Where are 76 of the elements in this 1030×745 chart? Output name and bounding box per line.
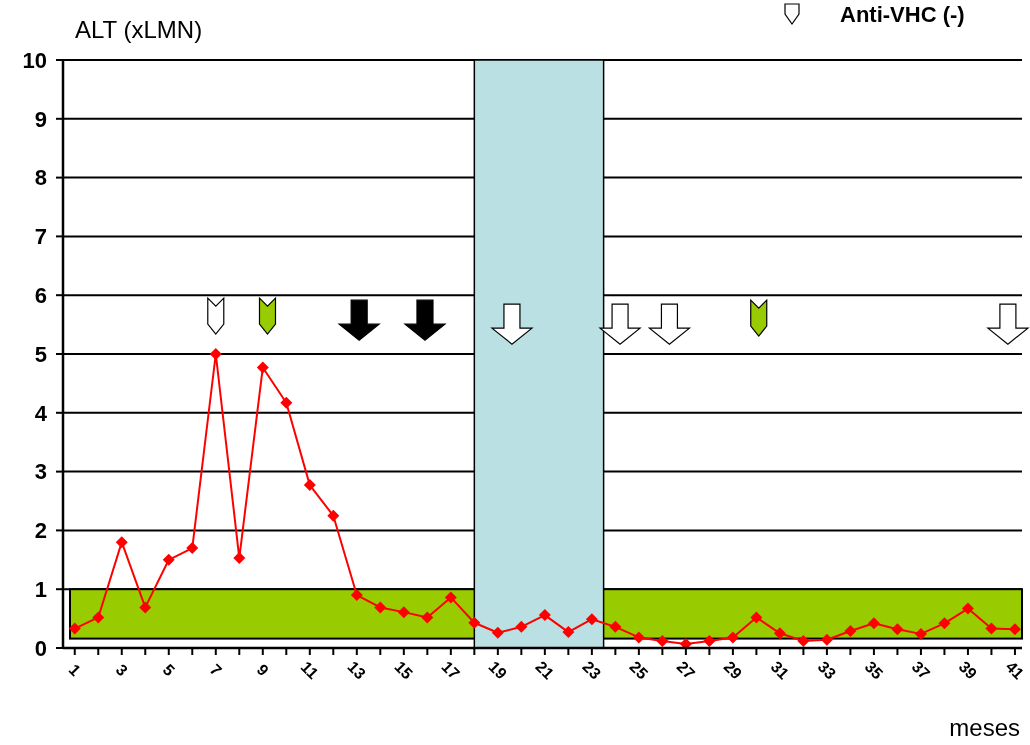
point	[773, 627, 786, 640]
point	[209, 348, 222, 360]
point	[256, 361, 269, 374]
x-tick-label: 9	[253, 660, 272, 680]
x-tick-label: 35	[861, 657, 887, 683]
point	[538, 609, 551, 622]
y-tick-label: 2	[34, 518, 47, 544]
point	[562, 626, 575, 639]
point	[867, 617, 880, 630]
point	[139, 601, 152, 614]
x-axis-title: meses	[949, 714, 1020, 741]
point	[914, 627, 927, 640]
point	[303, 479, 316, 492]
point	[280, 396, 293, 409]
x-tick-label: 31	[767, 657, 793, 683]
y-tick-label: 9	[34, 106, 47, 132]
y-tick-label: 0	[34, 635, 47, 661]
point	[656, 634, 669, 647]
point	[985, 622, 998, 635]
x-tick-label: 37	[908, 657, 934, 683]
point	[397, 606, 410, 619]
point	[961, 602, 974, 615]
x-tick-label: 29	[720, 657, 746, 683]
x-tick-label: 5	[159, 660, 178, 680]
y-tick-label: 10	[22, 47, 47, 73]
x-tick-label: 13	[344, 657, 370, 683]
point	[515, 620, 528, 633]
point	[162, 553, 175, 566]
point	[797, 634, 810, 647]
x-tick-label: 19	[485, 657, 511, 683]
point	[374, 601, 387, 614]
point	[820, 633, 833, 646]
y-tick-label: 3	[34, 459, 47, 485]
x-tick-label: 11	[297, 658, 322, 683]
point	[350, 589, 363, 602]
x-tick-label: 7	[206, 660, 225, 680]
x-tick-label: 3	[112, 660, 131, 680]
point	[726, 631, 739, 644]
y-tick-label: 6	[34, 282, 47, 308]
point	[68, 622, 81, 635]
y-tick-label: 5	[34, 341, 47, 367]
x-tick-label: 23	[579, 657, 605, 683]
point	[938, 617, 951, 630]
point	[585, 613, 598, 626]
y-tick-label: 7	[34, 224, 47, 250]
point	[233, 552, 246, 565]
x-tick-label: 39	[955, 657, 981, 683]
y-tick-label: 4	[34, 400, 48, 426]
x-tick-label: 25	[626, 657, 652, 683]
x-tick-label: 27	[673, 657, 699, 683]
x-tick-label: 21	[532, 657, 558, 683]
point	[703, 634, 716, 647]
x-tick-label: 41	[1002, 657, 1028, 683]
text: Anti-VHC (-)	[840, 2, 965, 27]
point	[186, 542, 199, 555]
point	[679, 637, 692, 650]
point	[327, 509, 340, 522]
point	[750, 611, 763, 624]
x-tick-label: 15	[391, 657, 417, 683]
y-axis-title: ALT (xLMN)	[75, 16, 203, 43]
point	[632, 631, 645, 644]
point	[468, 616, 481, 629]
point	[92, 611, 105, 624]
point	[891, 623, 904, 636]
x-tick-label: 33	[814, 657, 840, 683]
point	[844, 624, 857, 637]
x-tick-label: 1	[65, 660, 84, 680]
y-tick-label: 8	[34, 165, 47, 191]
point	[491, 626, 504, 639]
point	[1008, 623, 1021, 636]
y-tick-label: 1	[34, 576, 47, 602]
point	[609, 620, 622, 633]
x-tick-label: 17	[438, 657, 464, 683]
point	[115, 536, 128, 549]
point	[444, 591, 457, 604]
point	[421, 611, 434, 624]
